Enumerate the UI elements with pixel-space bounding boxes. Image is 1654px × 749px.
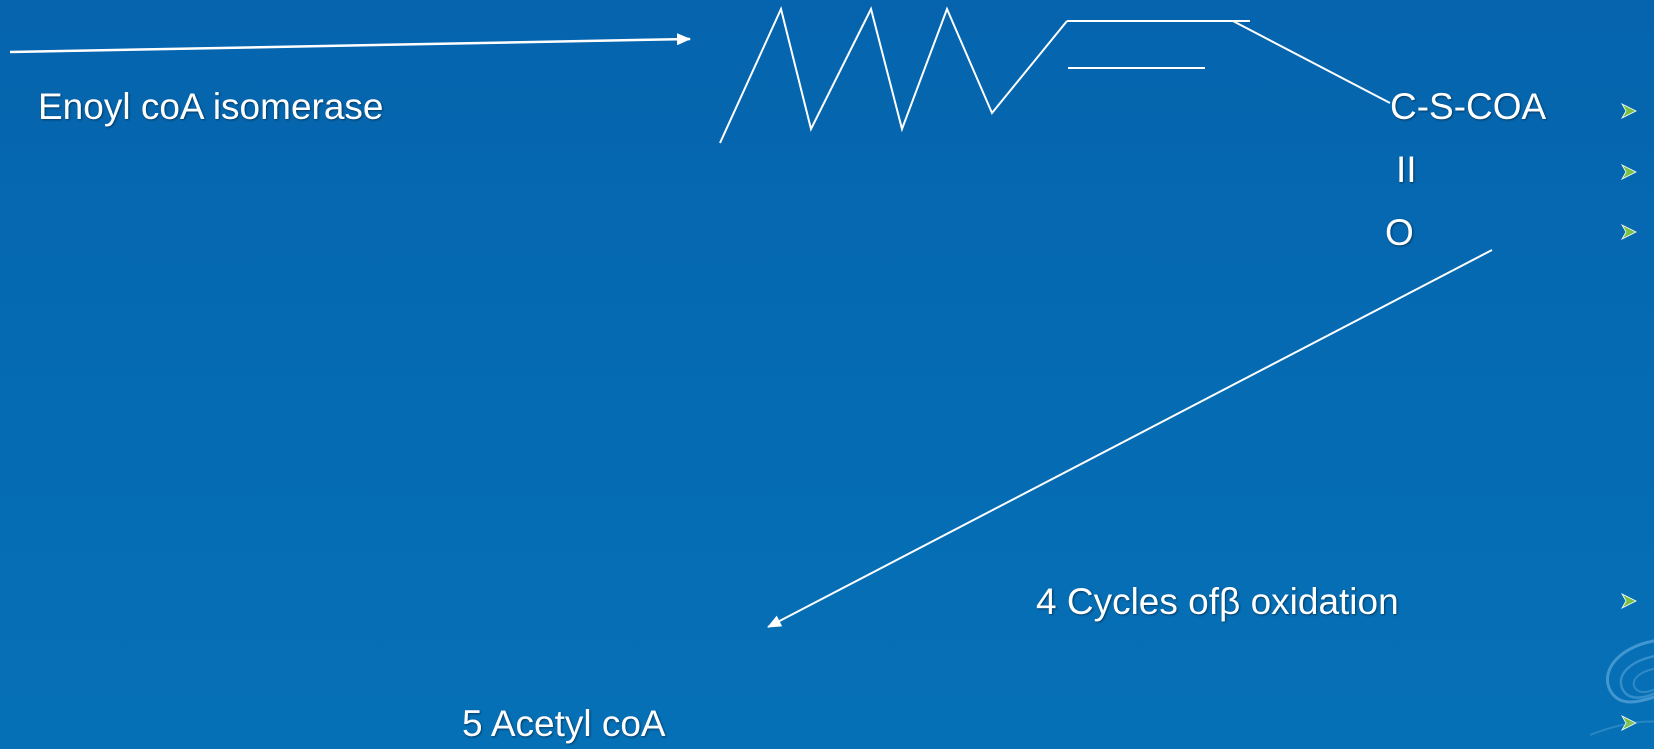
- bond-to-carbonyl: [1232, 20, 1391, 104]
- green-arrowhead-bullet-icon: [1620, 164, 1637, 180]
- cycles-label: 4 Cycles ofβ oxidation: [1036, 581, 1399, 622]
- swirl-decoration-icon: [1590, 639, 1654, 736]
- double-bond-symbol: II: [1396, 149, 1417, 190]
- enzyme-label: Enoyl coA isomerase: [38, 86, 384, 127]
- thioester-group: C-S-COA: [1390, 86, 1547, 127]
- green-arrowhead-bullet-icon: [1620, 715, 1637, 731]
- carbon-chain-zigzag: [719, 5, 1068, 144]
- green-arrowhead-bullet-icon: [1620, 103, 1637, 119]
- product-label: 5 Acetyl coA: [462, 703, 666, 744]
- oxygen-atom: O: [1385, 212, 1414, 253]
- beta-oxidation-arrow: [767, 249, 1493, 628]
- green-arrowhead-bullet-icon: [1620, 593, 1637, 609]
- green-arrowhead-bullet-icon: [1620, 224, 1637, 240]
- reaction-arrow: [9, 33, 691, 54]
